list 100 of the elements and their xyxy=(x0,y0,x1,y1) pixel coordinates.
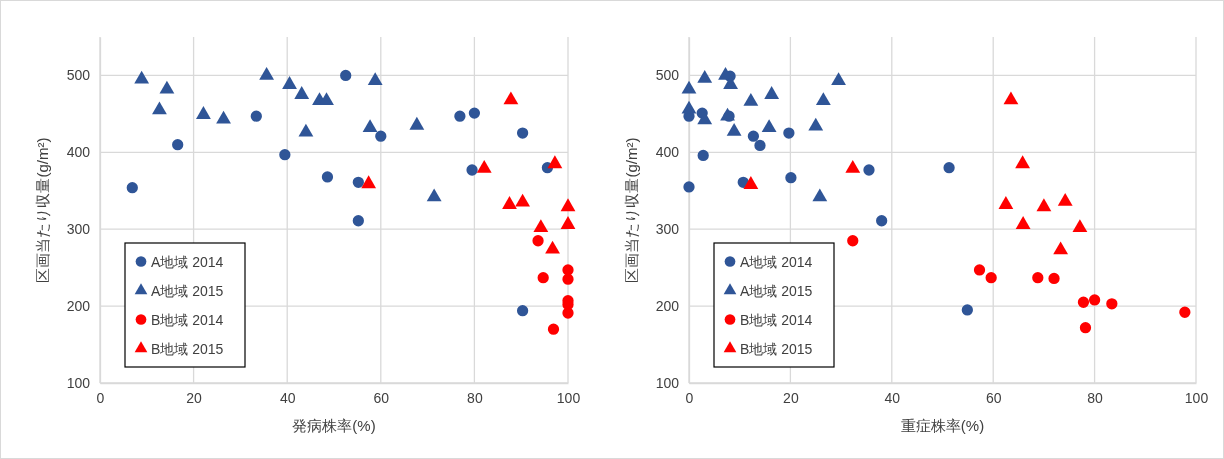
point xyxy=(352,215,364,227)
legend-label: A地域 2015 xyxy=(151,282,224,299)
point xyxy=(1057,192,1073,206)
point xyxy=(998,196,1014,209)
point xyxy=(321,171,334,183)
point xyxy=(426,188,442,202)
point xyxy=(196,106,211,119)
y-tick-label: 300 xyxy=(66,221,91,238)
point xyxy=(681,100,697,114)
point xyxy=(1079,322,1092,334)
legend-label: B地域 2015 xyxy=(151,340,224,357)
point xyxy=(516,127,529,139)
point xyxy=(532,235,544,247)
x-axis-title: 発病株率(%) xyxy=(292,417,376,434)
point xyxy=(562,273,574,285)
point xyxy=(943,162,955,174)
point xyxy=(1106,298,1118,310)
point xyxy=(845,159,861,173)
point xyxy=(747,130,760,142)
point xyxy=(683,181,695,193)
point xyxy=(502,196,517,209)
point xyxy=(560,198,576,212)
y-tick-label: 400 xyxy=(66,144,91,161)
point xyxy=(298,123,314,137)
point xyxy=(863,164,875,176)
y-tick-label: 200 xyxy=(66,298,91,315)
point xyxy=(340,69,352,82)
point xyxy=(250,110,262,122)
point xyxy=(1015,155,1031,169)
point xyxy=(172,139,184,151)
point xyxy=(468,107,481,119)
point xyxy=(533,219,549,232)
point xyxy=(516,305,529,317)
legend-label: B地域 2014 xyxy=(151,311,224,328)
point xyxy=(547,323,560,335)
legend-label: B地域 2014 xyxy=(740,311,813,328)
point xyxy=(681,80,697,94)
point xyxy=(560,216,576,229)
y-axis-title: 区画当たり収量(g/m²) xyxy=(34,137,51,283)
y-tick-label: 100 xyxy=(66,374,91,391)
x-tick-label: 100 xyxy=(1184,389,1209,406)
x-tick-label: 100 xyxy=(556,389,581,406)
point xyxy=(216,110,231,124)
point xyxy=(352,176,364,188)
x-tick-label: 20 xyxy=(783,389,799,406)
point xyxy=(808,117,824,131)
point xyxy=(545,240,560,254)
y-tick-label: 400 xyxy=(655,144,680,161)
x-tick-label: 60 xyxy=(373,389,390,406)
point xyxy=(367,72,383,86)
point xyxy=(1088,294,1101,306)
point xyxy=(985,272,997,284)
y-tick-label: 100 xyxy=(655,374,680,391)
point xyxy=(785,172,797,184)
point xyxy=(764,86,780,99)
point xyxy=(537,272,549,284)
point xyxy=(1048,272,1060,285)
point xyxy=(1053,241,1069,255)
point xyxy=(847,235,859,247)
point xyxy=(697,149,709,162)
point xyxy=(562,307,574,319)
point xyxy=(761,119,777,132)
x-tick-label: 80 xyxy=(1087,389,1104,406)
legend-label: B地域 2015 xyxy=(740,340,813,357)
y-tick-label: 500 xyxy=(655,67,680,84)
point xyxy=(362,119,378,132)
point xyxy=(697,69,713,83)
point xyxy=(1036,198,1052,212)
point xyxy=(1003,91,1019,105)
x-tick-label: 40 xyxy=(884,389,901,406)
x-tick-label: 20 xyxy=(186,389,203,406)
point xyxy=(409,116,425,130)
legend-label: A地域 2014 xyxy=(151,253,224,270)
x-axis-title: 重症株率(%) xyxy=(900,417,985,434)
x-tick-label: 80 xyxy=(467,389,483,406)
point xyxy=(754,139,766,152)
legend-label: A地域 2014 xyxy=(740,253,813,270)
point xyxy=(361,175,377,189)
point xyxy=(159,80,175,94)
point xyxy=(743,176,759,189)
point xyxy=(783,127,795,139)
point xyxy=(812,188,828,202)
point xyxy=(466,164,478,176)
point xyxy=(973,264,986,276)
point xyxy=(279,149,291,161)
point xyxy=(1072,219,1088,232)
point xyxy=(1015,216,1031,229)
y-axis-title: 区画当たり収量(g/m²) xyxy=(623,137,640,283)
point xyxy=(1179,306,1191,318)
point xyxy=(126,182,138,194)
x-tick-label: 60 xyxy=(985,389,1002,406)
point xyxy=(476,159,492,173)
x-tick-label: 40 xyxy=(279,389,296,406)
point xyxy=(515,193,531,207)
point xyxy=(547,155,563,169)
x-tick-label: 0 xyxy=(96,389,105,406)
point xyxy=(1077,296,1090,308)
legend-label: A地域 2015 xyxy=(740,282,813,299)
point xyxy=(282,76,297,89)
point xyxy=(259,66,275,80)
